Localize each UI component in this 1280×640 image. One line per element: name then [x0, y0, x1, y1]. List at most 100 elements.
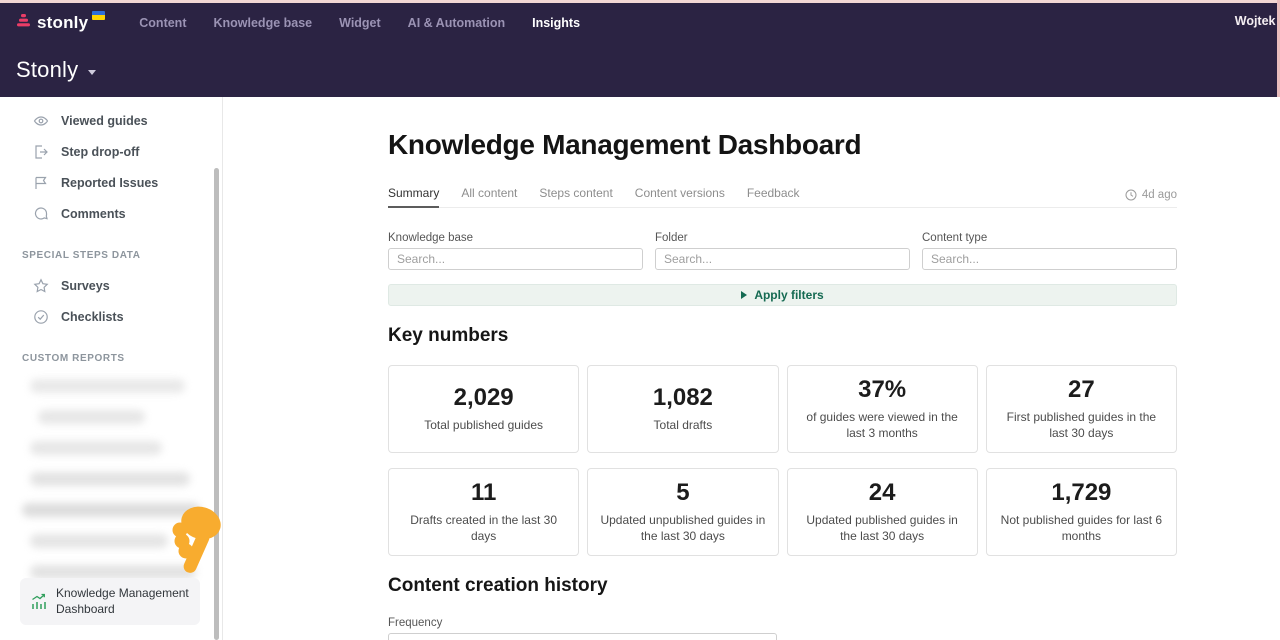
sidebar-item-label: Comments	[61, 206, 126, 221]
top-nav-menu: Content Knowledge base Widget AI & Autom…	[139, 16, 580, 30]
stat-label: of guides were viewed in the last 3 mont…	[806, 409, 958, 440]
nav-item-content[interactable]: Content	[139, 15, 187, 30]
screenshot-right-border	[1277, 0, 1280, 97]
stat-value: 24	[868, 479, 896, 507]
clock-icon	[1125, 189, 1137, 201]
stat-card-total-drafts: 1,082 Total drafts	[587, 365, 779, 453]
last-updated-text: 4d ago	[1141, 189, 1177, 201]
stat-label: Total published guides	[424, 417, 543, 432]
stat-value: 27	[1068, 376, 1095, 404]
stat-card-guides-viewed-percent: 37% of guides were viewed in the last 3 …	[786, 365, 978, 453]
stat-label: Drafts created in the last 30 days	[410, 512, 557, 543]
sidebar-item-label: Checklists	[61, 309, 124, 324]
filter-label: Folder	[655, 232, 688, 244]
redacted-custom-reports-list	[0, 379, 222, 579]
star-icon	[33, 277, 49, 294]
tab-bar: Summary All content Steps content Conten…	[388, 186, 1177, 208]
redacted-list-item	[30, 472, 190, 486]
stat-value: 37%	[858, 376, 907, 404]
content-type-search-input[interactable]	[922, 248, 1177, 270]
stat-card-drafts-created: 11 Drafts created in the last 30 days	[388, 468, 580, 556]
stat-value: 1,082	[652, 384, 713, 412]
tab-content-versions[interactable]: Content versions	[634, 186, 725, 200]
stat-value: 11	[470, 479, 497, 507]
stat-label: Total drafts	[653, 417, 713, 432]
sidebar-item-label: Step drop-off	[61, 144, 140, 159]
stat-label: Updated published guides in the last 30 …	[806, 512, 958, 543]
insights-sidebar: Viewed guides Step drop-off Reported Iss…	[0, 97, 223, 640]
sidebar-item-viewed-guides[interactable]: Viewed guides	[0, 105, 222, 136]
filter-bar: Knowledge base Folder Content type	[388, 232, 1177, 270]
workspace-switcher[interactable]: Stonly	[16, 56, 97, 83]
redacted-list-item	[30, 565, 196, 579]
tab-summary[interactable]: Summary	[388, 186, 440, 208]
stat-label: First published guides in the last 30 da…	[1006, 409, 1157, 440]
stat-card-total-published-guides: 2,029 Total published guides	[388, 365, 580, 453]
redacted-list-item	[38, 410, 145, 424]
page-title: Knowledge Management Dashboard	[388, 129, 862, 160]
key-numbers-row-1: 2,029 Total published guides 1,082 Total…	[388, 365, 1177, 453]
brand-name: stonly	[37, 12, 89, 32]
stat-card-updated-published-guides: 24 Updated published guides in the last …	[786, 468, 978, 556]
apply-filters-label: Apply filters	[754, 288, 824, 302]
stat-value: 5	[676, 479, 690, 507]
main-content: Knowledge Management Dashboard Summary A…	[223, 97, 1280, 640]
sidebar-item-reported-issues[interactable]: Reported Issues	[0, 167, 222, 198]
nav-item-insights[interactable]: Insights	[532, 15, 581, 30]
tab-feedback[interactable]: Feedback	[746, 186, 800, 200]
stonly-logo[interactable]: stonly	[16, 10, 106, 33]
comment-icon	[33, 206, 49, 222]
workspace-name: Stonly	[16, 56, 79, 82]
tab-steps-content[interactable]: Steps content	[539, 186, 613, 200]
sidebar-item-knowledge-management-dashboard[interactable]: Knowledge Management Dashboard	[20, 578, 200, 626]
stat-label: Updated unpublished guides in the last 3…	[600, 512, 766, 543]
top-navigation-bar: stonly Content Knowledge base Widget AI …	[0, 0, 1280, 42]
filter-knowledge-base: Knowledge base	[388, 232, 643, 270]
filter-content-type: Content type	[922, 232, 1177, 270]
screenshot-top-border	[0, 0, 1280, 3]
ukraine-flag-icon	[92, 10, 106, 20]
key-numbers-heading: Key numbers	[388, 325, 509, 346]
redacted-list-item	[30, 441, 162, 455]
sidebar-item-step-drop-off[interactable]: Step drop-off	[0, 136, 222, 167]
key-numbers-row-2: 11 Drafts created in the last 30 days 5 …	[388, 468, 1177, 556]
nav-item-ai-automation[interactable]: AI & Automation	[407, 15, 506, 30]
sidebar-item-label: Surveys	[61, 278, 110, 293]
stat-value: 1,729	[1051, 479, 1112, 507]
redacted-list-item	[30, 534, 168, 548]
frequency-label: Frequency	[388, 617, 443, 629]
folder-search-input[interactable]	[655, 248, 910, 270]
stat-value: 2,029	[453, 384, 514, 412]
last-updated: 4d ago	[1125, 189, 1177, 207]
filter-label: Knowledge base	[388, 232, 474, 244]
frequency-select[interactable]: Monthly	[388, 633, 777, 640]
selected-report-label: Knowledge Management Dashboard	[56, 586, 189, 616]
nav-item-widget[interactable]: Widget	[339, 15, 381, 30]
redacted-list-item	[30, 379, 185, 393]
stonly-logo-icon	[16, 13, 32, 33]
stat-card-not-published-guides: 1,729 Not published guides for last 6 mo…	[985, 468, 1177, 556]
section-label-special-steps-data: SPECIAL STEPS DATA	[22, 250, 141, 261]
sidebar-scrollbar[interactable]	[214, 168, 219, 640]
stat-card-updated-unpublished-guides: 5 Updated unpublished guides in the last…	[587, 468, 779, 556]
tab-all-content[interactable]: All content	[461, 186, 518, 200]
nav-item-knowledge-base[interactable]: Knowledge base	[213, 15, 313, 30]
stat-label: Not published guides for last 6 months	[1000, 512, 1163, 543]
sidebar-item-checklists[interactable]: Checklists	[0, 301, 222, 332]
sidebar-item-label: Reported Issues	[61, 175, 159, 190]
eye-icon	[33, 113, 49, 129]
stat-card-first-published-guides: 27 First published guides in the last 30…	[985, 365, 1177, 453]
knowledge-base-search-input[interactable]	[388, 248, 643, 270]
user-menu[interactable]: Wojtek B	[1234, 14, 1280, 28]
sidebar-item-label: Viewed guides	[61, 113, 148, 128]
sidebar-item-surveys[interactable]: Surveys	[0, 270, 222, 301]
chart-report-icon	[30, 593, 47, 610]
check-circle-icon	[33, 309, 49, 325]
filter-label: Content type	[922, 232, 988, 244]
workspace-header: Stonly	[0, 42, 1280, 97]
redacted-list-item	[22, 503, 200, 517]
chevron-down-icon	[88, 70, 97, 75]
content-creation-history-heading: Content creation history	[388, 575, 608, 596]
apply-filters-button[interactable]: Apply filters	[388, 284, 1177, 306]
sidebar-item-comments[interactable]: Comments	[0, 198, 222, 229]
